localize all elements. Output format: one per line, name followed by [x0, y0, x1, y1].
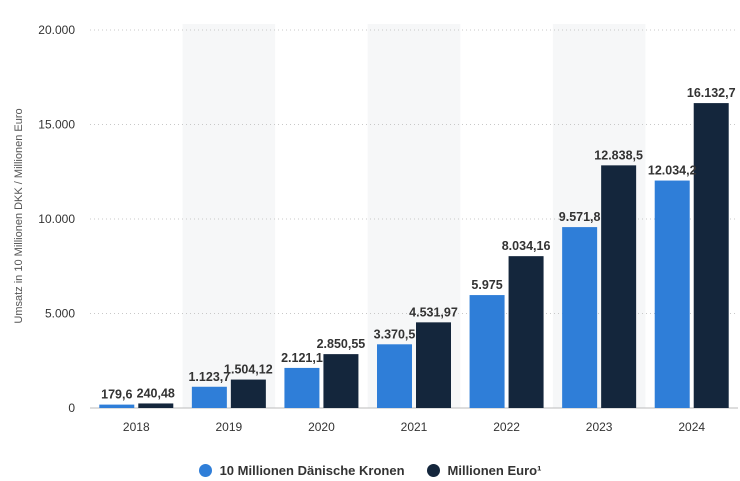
legend-marker-eur	[426, 463, 440, 477]
data-label-dkk-2019: 1.123,7	[188, 370, 230, 384]
legend-marker-dkk	[198, 463, 212, 477]
data-label-dkk-2021: 3.370,5	[374, 327, 416, 341]
bar-dkk-2021[interactable]	[377, 344, 412, 408]
y-tick-label: 10.000	[38, 212, 75, 226]
bar-dkk-2019[interactable]	[191, 386, 227, 408]
data-label-dkk-2023: 9.571,8	[559, 210, 601, 224]
y-axis-ticks: 0 5.000 10.000 15.000 20.000	[38, 23, 75, 415]
y-axis-label: Umsatz in 10 Millionen DKK / Millionen E…	[13, 108, 25, 323]
bar-eur-2018[interactable]	[138, 403, 174, 408]
data-label-dkk-2020: 2.121,1	[281, 351, 323, 365]
data-label-eur-2024: 16.132,7	[687, 86, 736, 100]
data-label-eur-2018: 240,48	[137, 386, 175, 400]
data-label-eur-2020: 2.850,55	[317, 337, 366, 351]
data-label-eur-2019: 1.504,12	[224, 363, 273, 377]
bar-eur-2021[interactable]	[416, 322, 451, 408]
y-tick-label: 0	[68, 401, 75, 415]
legend: 10 Millionen Dänische Kronen Millionen E…	[0, 459, 740, 481]
data-label-dkk-2024: 12.034,2	[648, 164, 697, 178]
data-label-dkk-2018: 179,6	[101, 388, 132, 402]
bar-dkk-2018[interactable]	[99, 404, 135, 408]
data-label-eur-2023: 12.838,5	[594, 148, 643, 162]
x-tick-label-2019: 2019	[216, 420, 243, 434]
y-tick-label: 20.000	[38, 23, 75, 37]
x-tick-label-2022: 2022	[493, 420, 520, 434]
bar-dkk-2024[interactable]	[654, 180, 690, 408]
band-2019	[182, 24, 276, 408]
bar-eur-2024[interactable]	[693, 103, 729, 408]
x-tick-label-2023: 2023	[586, 420, 613, 434]
y-tick-label: 15.000	[38, 118, 75, 132]
bar-eur-2023[interactable]	[601, 165, 637, 408]
bar-eur-2019[interactable]	[230, 379, 266, 408]
legend-item-dkk[interactable]: 10 Millionen Dänische Kronen	[198, 462, 405, 478]
bars	[99, 103, 729, 408]
x-axis-ticks: 2018 2019 2020 2021 2022 2023 2024	[123, 420, 705, 434]
bar-dkk-2023[interactable]	[562, 227, 598, 408]
y-tick-label: 5.000	[45, 307, 75, 321]
x-tick-label-2021: 2021	[401, 420, 428, 434]
bar-chart: 0 5.000 10.000 15.000 20.000 Umsatz in 10 Mi…	[13, 23, 738, 434]
legend-item-eur[interactable]: Millionen Euro¹	[426, 462, 542, 478]
bar-dkk-2020[interactable]	[284, 367, 320, 408]
bar-eur-2020[interactable]	[323, 354, 359, 408]
data-label-eur-2022: 8.034,16	[502, 239, 551, 253]
x-tick-label-2020: 2020	[308, 420, 335, 434]
data-labels: 179,6 240,48 1.123,71.504,12 2.121,12.850,5…	[101, 86, 735, 402]
legend-label-dkk: 10 Millionen Dänische Kronen	[219, 462, 405, 478]
x-tick-label-2018: 2018	[123, 420, 150, 434]
data-label-dkk-2022: 5.975	[471, 278, 502, 292]
x-tick-label-2024: 2024	[678, 420, 705, 434]
bar-eur-2022[interactable]	[508, 256, 544, 408]
bar-dkk-2022[interactable]	[469, 295, 505, 408]
data-label-eur-2021: 4.531,97	[409, 305, 458, 319]
legend-label-eur: Millionen Euro¹	[447, 462, 542, 478]
